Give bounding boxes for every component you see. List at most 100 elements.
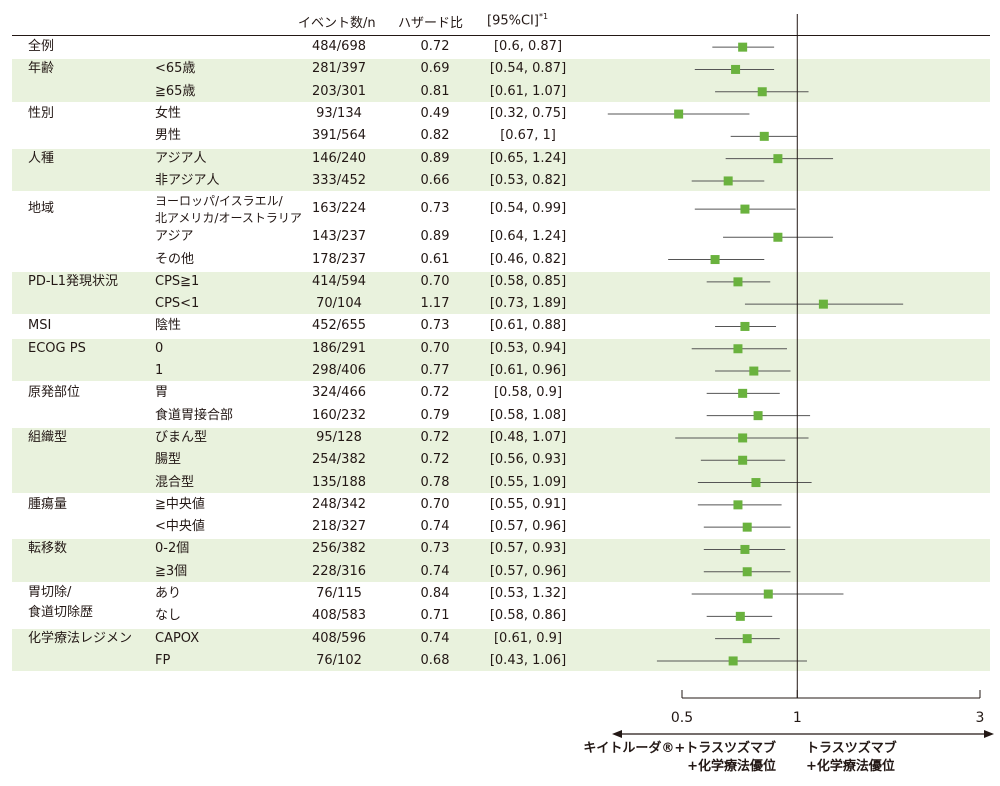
x-tick-label: 3 xyxy=(976,710,985,726)
subgroup-label: その他 xyxy=(155,251,195,267)
ci-value: [0.73, 1.89] xyxy=(489,296,567,312)
hr-value: 0.77 xyxy=(420,363,450,379)
events-value: 203/301 xyxy=(311,83,366,99)
table-row: 胃切除/食道切除歴 あり 76/115 0.84 [0.53, 1.32] xyxy=(0,583,1000,620)
hr-value: 0.71 xyxy=(420,608,450,624)
table-row: 全例 484/698 0.72 [0.6, 0.87] xyxy=(0,36,1000,58)
events-value: 248/342 xyxy=(311,496,366,512)
events-value: 333/452 xyxy=(311,172,366,188)
hr-value: 0.73 xyxy=(420,541,450,557)
group-label: 年齢 xyxy=(28,61,55,77)
subgroup-label: <65歳 xyxy=(155,61,196,77)
hr-value: 0.79 xyxy=(420,407,450,423)
events-value: 408/583 xyxy=(311,608,366,624)
table-row: PD-L1発現状況 CPS≧1 414/594 0.70 [0.58, 0.85] xyxy=(0,271,1000,293)
subgroup-label: ≧65歳 xyxy=(155,83,196,99)
subgroup-label: 食道胃接合部 xyxy=(155,407,234,423)
ci-value: [0.54, 0.99] xyxy=(489,201,567,217)
header-rule xyxy=(12,35,990,36)
events-header: イベント数/n xyxy=(298,16,376,31)
subgroup-label: CPS≧1 xyxy=(155,273,200,289)
favors-left-arrowhead xyxy=(612,730,622,738)
group-label-line2: 食道切除歴 xyxy=(28,605,94,621)
hr-value: 1.17 xyxy=(420,296,450,312)
table-row: その他 178/237 0.61 [0.46, 0.82] xyxy=(0,249,1000,271)
ci-value: [0.61, 1.07] xyxy=(489,83,567,99)
table-row: CPS<1 70/104 1.17 [0.73, 1.89] xyxy=(0,293,1000,315)
group-label: 組織型 xyxy=(28,429,68,445)
table-row: 1 298/406 0.77 [0.61, 0.96] xyxy=(0,360,1000,382)
subgroup-label: FP xyxy=(155,652,171,668)
ci-value: [0.61, 0.9] xyxy=(493,630,563,646)
ci-value: [0.53, 0.82] xyxy=(489,172,567,188)
table-row: 地域 ヨーロッパ/イスラエル/北アメリカ/オーストラリア 163/224 0.73 [0… xyxy=(0,194,1000,225)
ci-value: [0.56, 0.93] xyxy=(489,452,567,468)
group-label: 人種 xyxy=(28,150,55,166)
table-row: FP 76/102 0.68 [0.43, 1.06] xyxy=(0,650,1000,672)
events-value: 93/134 xyxy=(316,106,362,122)
hr-value: 0.84 xyxy=(420,586,450,602)
hr-value: 0.70 xyxy=(420,496,450,512)
group-band xyxy=(12,148,990,192)
ci-value: [0.55, 0.91] xyxy=(489,496,567,512)
events-value: 254/382 xyxy=(311,452,366,468)
subgroup-label: ≧中央値 xyxy=(155,496,205,512)
hr-value: 0.78 xyxy=(420,474,450,490)
ci-value: [0.6, 0.87] xyxy=(493,39,563,55)
table-row: 腫瘍量 ≧中央値 248/342 0.70 [0.55, 0.91] xyxy=(0,494,1000,516)
subgroup-label: なし xyxy=(155,608,182,624)
table-row: 原発部位 胃 324/466 0.72 [0.58, 0.9] xyxy=(0,382,1000,404)
table-row: ECOG PS 0 186/291 0.70 [0.53, 0.94] xyxy=(0,338,1000,360)
events-value: 76/102 xyxy=(316,652,362,668)
hr-value: 0.73 xyxy=(420,318,450,334)
subgroup-label: ≧3個 xyxy=(155,563,188,579)
hr-value: 0.81 xyxy=(420,83,450,99)
events-value: 146/240 xyxy=(311,150,366,166)
hr-value: 0.72 xyxy=(420,39,450,55)
subgroup-label: CAPOX xyxy=(155,630,200,646)
table-row: なし 408/583 0.71 [0.58, 0.86] xyxy=(0,605,1000,627)
ci-value: [0.57, 0.96] xyxy=(489,519,567,535)
table-row: MSI 陰性 452/655 0.73 [0.61, 0.88] xyxy=(0,315,1000,337)
favors-right-line2: +化学療法優位 xyxy=(806,759,895,774)
events-value: 452/655 xyxy=(311,318,366,334)
ci-value: [0.54, 0.87] xyxy=(489,61,567,77)
table-row: ≧65歳 203/301 0.81 [0.61, 1.07] xyxy=(0,81,1000,103)
ci-value: [0.57, 0.93] xyxy=(489,541,567,557)
ci-value: [0.53, 1.32] xyxy=(489,586,567,602)
group-band xyxy=(12,59,990,102)
events-value: 178/237 xyxy=(311,251,366,267)
subgroup-label: 陰性 xyxy=(155,318,182,334)
table-row: 性別 女性 93/134 0.49 [0.32, 0.75] xyxy=(0,103,1000,125)
hr-value: 0.89 xyxy=(420,229,450,245)
events-value: 70/104 xyxy=(316,296,362,312)
subgroup-label-line2: 北アメリカ/オーストラリア xyxy=(155,211,302,226)
group-label: 性別 xyxy=(28,106,55,122)
group-band xyxy=(12,338,990,382)
group-label: 原発部位 xyxy=(28,385,81,401)
favors-right-line1: トラスツズマブ xyxy=(806,741,897,756)
table-row: 腸型 254/382 0.72 [0.56, 0.93] xyxy=(0,449,1000,471)
hr-value: 0.73 xyxy=(420,201,450,217)
hr-value: 0.70 xyxy=(420,273,450,289)
group-label: PD-L1発現状況 xyxy=(28,273,119,289)
hr-value: 0.74 xyxy=(420,630,450,646)
ci-value: [0.43, 1.06] xyxy=(489,652,567,668)
events-value: 160/232 xyxy=(311,407,366,423)
ci-value: [0.48, 1.07] xyxy=(489,429,567,445)
events-value: 484/698 xyxy=(311,39,366,55)
events-value: 95/128 xyxy=(316,429,362,445)
subgroup-label: アジア xyxy=(155,229,194,245)
events-value: 143/237 xyxy=(311,229,366,245)
subgroup-label: 胃 xyxy=(155,385,169,401)
events-value: 76/115 xyxy=(316,586,362,602)
events-value: 163/224 xyxy=(311,201,366,217)
ci-value: [0.58, 0.86] xyxy=(489,608,567,624)
group-label: 胃切除/ xyxy=(28,585,72,601)
group-label: ECOG PS xyxy=(28,340,86,356)
table-row: 組織型 びまん型 95/128 0.72 [0.48, 1.07] xyxy=(0,427,1000,449)
ci-value: [0.64, 1.24] xyxy=(489,229,567,245)
x-tick-label: 1 xyxy=(793,710,802,726)
group-label: 化学療法レジメン xyxy=(28,630,133,646)
hr-value: 0.66 xyxy=(420,172,450,188)
